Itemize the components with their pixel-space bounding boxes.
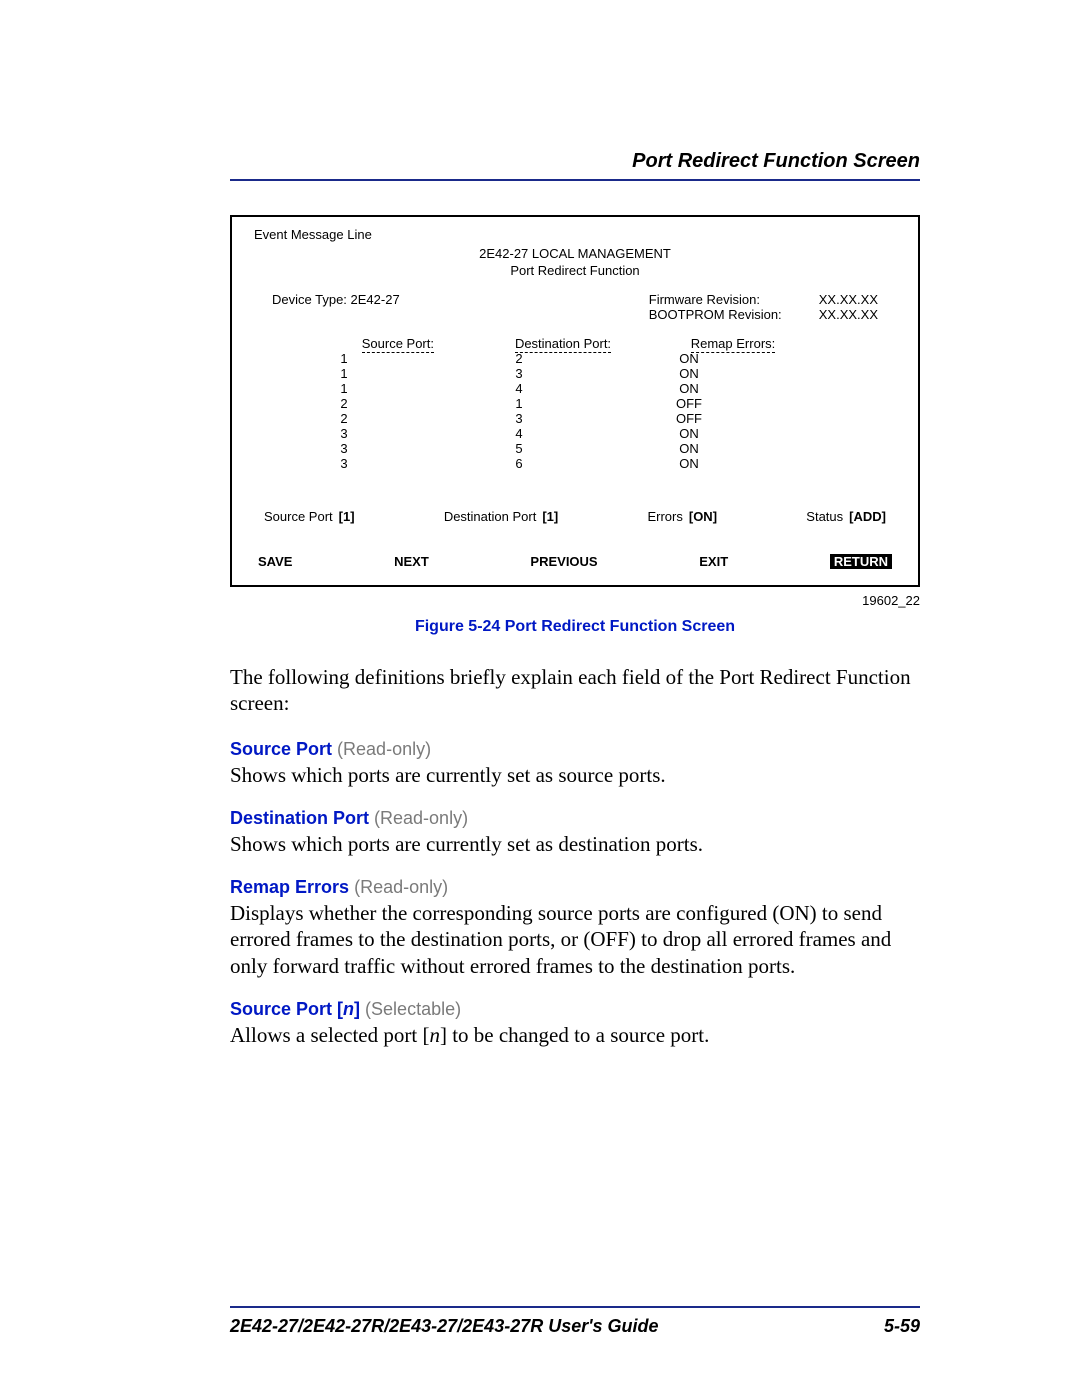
- firmware-label: Firmware Revision:: [649, 292, 819, 307]
- device-type: Device Type: 2E42-27: [272, 292, 400, 322]
- cell-remap: ON: [604, 441, 774, 456]
- field-text: Displays whether the corresponding sourc…: [230, 900, 920, 979]
- dst-port-label: Destination Port: [444, 509, 537, 524]
- field-source-port: Source Port (Read-only) Shows which port…: [230, 739, 920, 788]
- cell-remap: ON: [604, 366, 774, 381]
- status-label: Status: [806, 509, 843, 524]
- cell-remap: OFF: [604, 411, 774, 426]
- table-row: 34ON: [254, 426, 896, 441]
- cell-remap: ON: [604, 426, 774, 441]
- cell-source: 2: [254, 396, 434, 411]
- cell-dest: 4: [434, 381, 604, 396]
- field-qual: (Read-only): [374, 808, 468, 828]
- src-port-label: Source Port: [264, 509, 333, 524]
- cell-dest: 1: [434, 396, 604, 411]
- cell-dest: 4: [434, 426, 604, 441]
- cell-dest: 2: [434, 351, 604, 366]
- cell-dest: 3: [434, 366, 604, 381]
- exit-button[interactable]: EXIT: [699, 554, 728, 569]
- footer-page: 5-59: [884, 1316, 920, 1337]
- cell-source: 3: [254, 441, 434, 456]
- errors-label: Errors: [647, 509, 682, 524]
- table-row: 23OFF: [254, 411, 896, 426]
- field-name: Remap Errors: [230, 877, 349, 897]
- field-destination-port: Destination Port (Read-only) Shows which…: [230, 808, 920, 857]
- cell-dest: 5: [434, 441, 604, 456]
- field-text: Shows which ports are currently set as d…: [230, 831, 920, 857]
- table-row: 35ON: [254, 441, 896, 456]
- table-row: 13ON: [254, 366, 896, 381]
- return-button[interactable]: RETURN: [830, 554, 892, 569]
- field-qual: (Selectable): [365, 999, 461, 1019]
- firmware-value: XX.XX.XX: [819, 292, 878, 307]
- data-rows: 12ON13ON14ON21OFF23OFF34ON35ON36ON: [254, 351, 896, 471]
- figure-id: 19602_22: [230, 593, 920, 608]
- terminal-screen: Event Message Line 2E42-27 LOCAL MANAGEM…: [230, 215, 920, 587]
- cell-source: 1: [254, 381, 434, 396]
- previous-button[interactable]: PREVIOUS: [530, 554, 597, 569]
- controls-row: Source Port [1] Destination Port [1] Err…: [254, 509, 896, 524]
- cell-remap: ON: [604, 456, 774, 471]
- field-text: Allows a selected port [n] to be changed…: [230, 1022, 920, 1048]
- figure-caption: Figure 5-24 Port Redirect Function Scree…: [230, 618, 920, 636]
- footer-guide: 2E42-27/2E42-27R/2E43-27/2E43-27R User's…: [230, 1316, 659, 1337]
- field-name: Destination Port: [230, 808, 369, 828]
- cell-dest: 6: [434, 456, 604, 471]
- column-headers: Source Port: Destination Port: Remap Err…: [254, 336, 896, 351]
- screen-title-2: Port Redirect Function: [254, 263, 896, 278]
- field-name-b: ]: [354, 999, 360, 1019]
- field-text: Shows which ports are currently set as s…: [230, 762, 920, 788]
- table-row: 14ON: [254, 381, 896, 396]
- table-row: 21OFF: [254, 396, 896, 411]
- field-name: Source Port: [230, 739, 332, 759]
- field-qual: (Read-only): [354, 877, 448, 897]
- field-source-port-n: Source Port [n] (Selectable) Allows a se…: [230, 999, 920, 1048]
- bootprom-label: BOOTPROM Revision:: [649, 307, 819, 322]
- cell-source: 3: [254, 426, 434, 441]
- errors-value[interactable]: [ON]: [689, 509, 717, 524]
- cell-remap: ON: [604, 381, 774, 396]
- bootprom-value: XX.XX.XX: [819, 307, 878, 322]
- page-header: Port Redirect Function Screen: [230, 150, 920, 181]
- footer-rule: [230, 1306, 920, 1308]
- intro-text: The following definitions briefly explai…: [230, 664, 920, 717]
- cell-remap: ON: [604, 351, 774, 366]
- cell-source: 2: [254, 411, 434, 426]
- next-button[interactable]: NEXT: [394, 554, 429, 569]
- dst-port-value[interactable]: [1]: [542, 509, 558, 524]
- cell-source: 3: [254, 456, 434, 471]
- cell-remap: OFF: [604, 396, 774, 411]
- field-name-a: Source Port [: [230, 999, 343, 1019]
- save-button[interactable]: SAVE: [258, 554, 292, 569]
- menu-row: SAVE NEXT PREVIOUS EXIT RETURN: [254, 554, 896, 569]
- table-row: 36ON: [254, 456, 896, 471]
- event-message-line: Event Message Line: [254, 227, 896, 242]
- screen-title-1: 2E42-27 LOCAL MANAGEMENT: [254, 246, 896, 261]
- field-name-i: n: [343, 999, 354, 1019]
- src-port-value[interactable]: [1]: [339, 509, 355, 524]
- cell-source: 1: [254, 366, 434, 381]
- field-remap-errors: Remap Errors (Read-only) Displays whethe…: [230, 877, 920, 979]
- cell-dest: 3: [434, 411, 604, 426]
- table-row: 12ON: [254, 351, 896, 366]
- cell-source: 1: [254, 351, 434, 366]
- field-qual: (Read-only): [337, 739, 431, 759]
- status-value[interactable]: [ADD]: [849, 509, 886, 524]
